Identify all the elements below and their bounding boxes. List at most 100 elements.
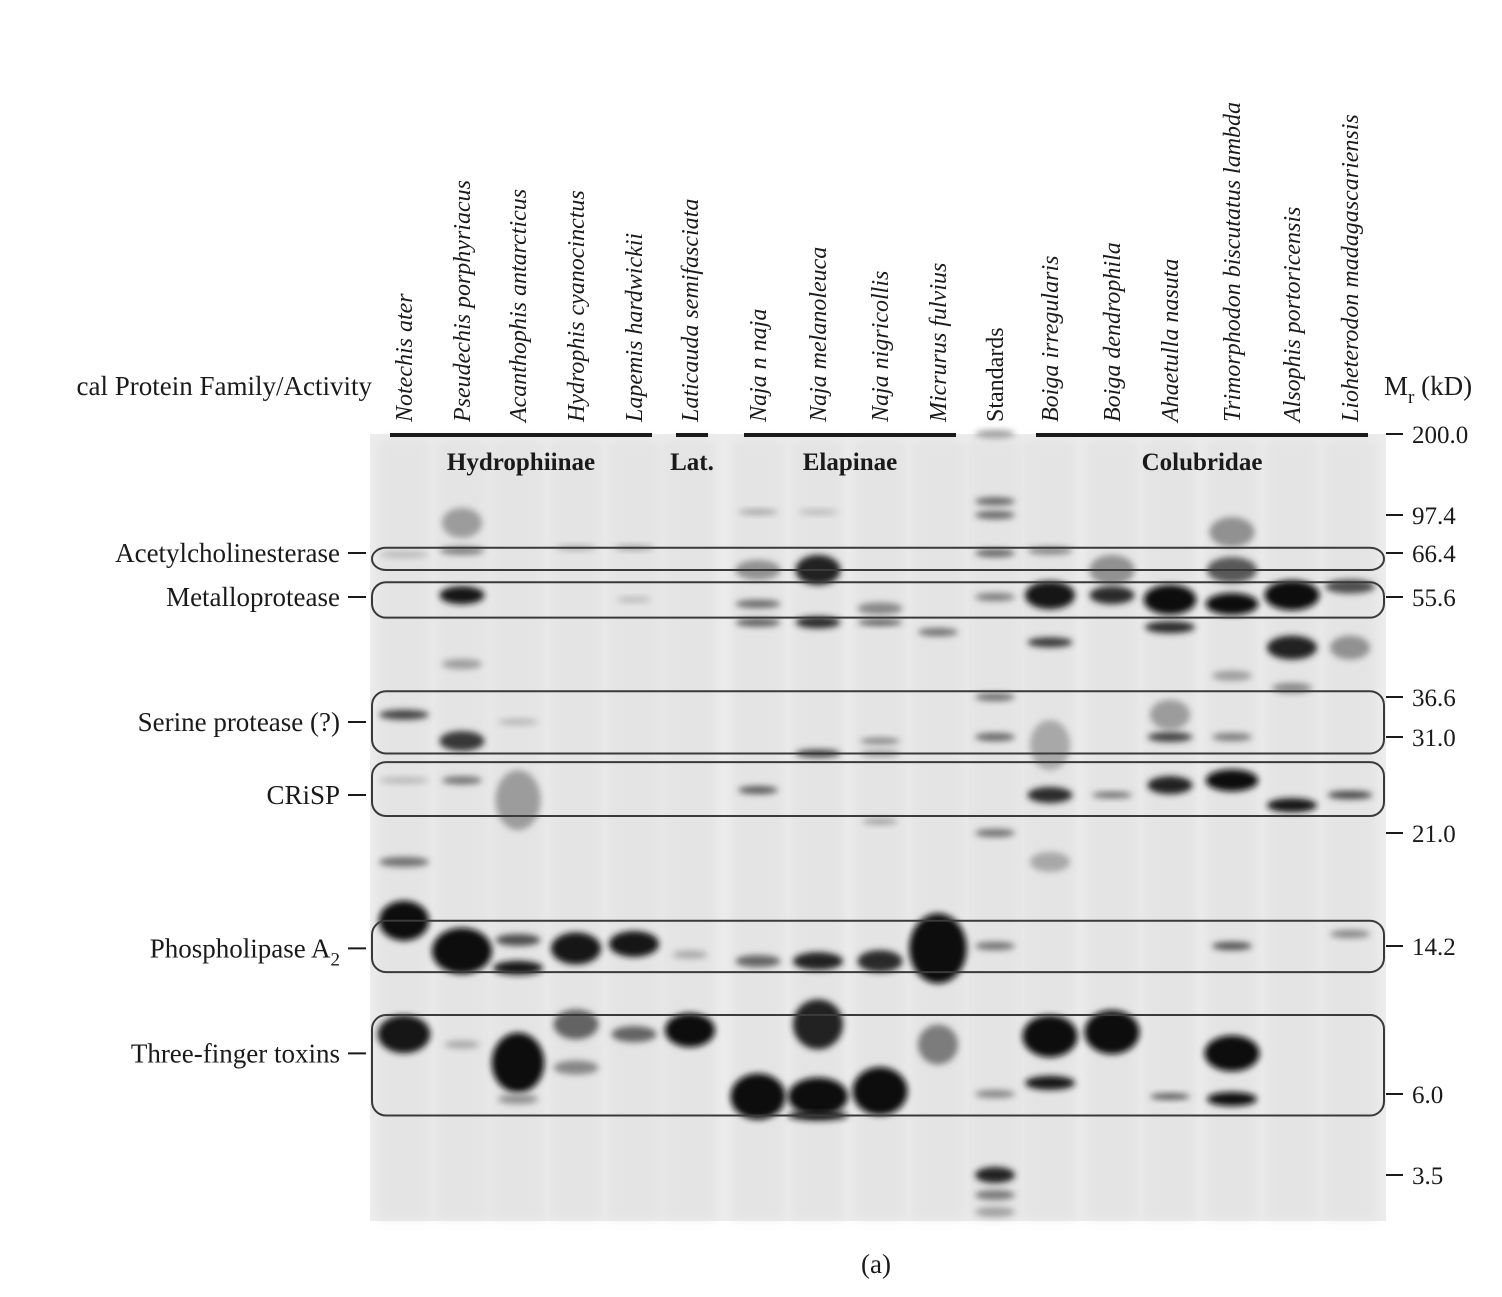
gel-band (432, 927, 492, 974)
gel-band (1267, 798, 1317, 813)
protein-family-label: Three-finger toxins (131, 1038, 340, 1068)
gel-band (1205, 769, 1259, 792)
gel-band (1030, 720, 1070, 771)
lane-label: Boiga dendrophila (1100, 242, 1126, 422)
lane-label: Naja melanoleuca (806, 247, 832, 423)
gel-band (1212, 942, 1252, 950)
protein-family-box (371, 581, 1385, 619)
gel-band (730, 1073, 786, 1120)
protein-family-labels: Acetylcholinesterase Metalloprotease Serin… (115, 538, 366, 1068)
gel-band (442, 659, 482, 670)
gel-band (918, 628, 958, 637)
protein-family-box (371, 1014, 1385, 1117)
gel-band (444, 1040, 480, 1049)
ladder-band (975, 693, 1015, 701)
lane-smear (1266, 440, 1318, 1220)
gel-band (1147, 732, 1193, 742)
ladder-band (975, 549, 1015, 557)
gel-band (1147, 776, 1193, 795)
gel-band (793, 952, 843, 971)
gel-band (379, 551, 429, 558)
gel-band (1022, 1015, 1078, 1058)
gel-band (1025, 581, 1075, 610)
gel-band (1330, 930, 1370, 939)
gel-band (735, 955, 781, 968)
protein-family-box (371, 919, 1385, 974)
ladder-band (975, 430, 1015, 438)
gel-band (1027, 637, 1073, 648)
mw-label: 31.0 (1412, 725, 1456, 752)
ladder-band (975, 1167, 1015, 1183)
lane-label: Alsophis portoricensis (1280, 207, 1306, 424)
gel-band (857, 950, 903, 973)
gel-band (1267, 635, 1317, 660)
gel-band (442, 507, 482, 538)
protein-family-label: CRiSP (266, 780, 340, 810)
gel-band (1264, 580, 1320, 611)
ladder-band (975, 497, 1015, 506)
gel-band (1207, 1092, 1257, 1107)
lane-smear (608, 440, 660, 1220)
gel-band (1150, 1093, 1190, 1100)
group-label: Elapinae (803, 449, 897, 476)
lane-smear (436, 440, 488, 1220)
gel-band (1204, 1035, 1260, 1072)
gel-band (498, 1094, 538, 1105)
gel-band (1027, 787, 1073, 804)
lane-label: Naja nigricollis (868, 271, 894, 423)
group-label: Lat. (670, 449, 714, 476)
gel-bands (377, 507, 1375, 1121)
mw-label: 14.2 (1412, 934, 1456, 961)
gel-band (788, 1077, 848, 1116)
lane-smear (664, 440, 716, 1220)
ladder-band (975, 593, 1015, 601)
standard-ladder (975, 430, 1015, 1217)
ladder-band (975, 1090, 1015, 1098)
lane-label: Pseudechis porphyriacus (450, 180, 476, 423)
gel-band (1327, 791, 1373, 800)
gel-band (1209, 517, 1255, 548)
gel-band (439, 586, 485, 605)
mw-label: 66.4 (1412, 541, 1456, 568)
gel-band (1030, 851, 1070, 872)
gel-band (495, 933, 541, 946)
gel-band (609, 930, 659, 957)
ladder-band (975, 1190, 1015, 1200)
gel-band (379, 777, 429, 784)
mw-label: 3.5 (1412, 1163, 1443, 1190)
gel-band (857, 619, 903, 626)
gel-band (738, 509, 778, 515)
gel-band (553, 1009, 599, 1040)
gel-band (738, 786, 778, 795)
gel-band (1150, 699, 1190, 730)
gel-band (1089, 586, 1135, 605)
gel-band (439, 731, 485, 752)
gel-band (909, 913, 967, 984)
gel-band (442, 776, 482, 785)
lane-smear (1324, 440, 1376, 1220)
lane-label: Lioheterodon madagascariensis (1338, 114, 1364, 423)
gel-band (377, 1015, 431, 1054)
gel-band (491, 1032, 545, 1093)
ladder-band (975, 733, 1015, 741)
lane-label: Notechis ater (392, 293, 418, 423)
taxon-groups: Hydrophiinae Lat. Elapinae Colubridae (390, 433, 1368, 476)
gel-band (857, 602, 903, 615)
gel-band (862, 818, 898, 825)
lane-label: Acanthophis antarcticus (506, 189, 532, 424)
mw-label: 200.0 (1412, 422, 1468, 449)
protein-family-label: Serine protease (?) (138, 707, 340, 737)
protein-family-label: Metalloprotease (166, 582, 340, 612)
lane-label: Hydrophis cyanocinctus (564, 190, 590, 423)
mw-label: 97.4 (1412, 503, 1456, 530)
gel-band (793, 999, 843, 1050)
gel-band (860, 738, 900, 745)
lane-smear (912, 440, 964, 1220)
protein-family-boxes (371, 546, 1385, 1117)
ladder-band (975, 829, 1015, 837)
protein-family-box (371, 761, 1385, 817)
group-label: Colubridae (1142, 449, 1263, 476)
gel-band (852, 1067, 908, 1116)
gel-band (665, 1013, 715, 1048)
